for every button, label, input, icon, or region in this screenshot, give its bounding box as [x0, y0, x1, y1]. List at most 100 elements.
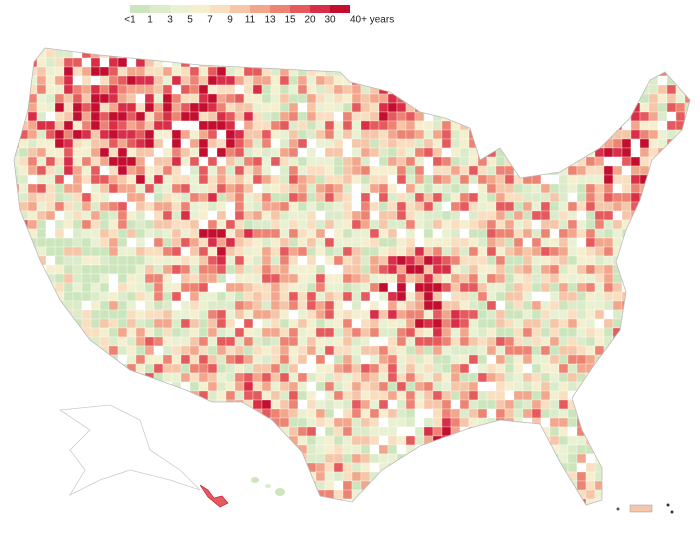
county-cell	[63, 363, 74, 374]
county-cell	[405, 120, 416, 131]
county-cell	[621, 129, 632, 140]
county-cell	[63, 372, 74, 383]
county-cell	[234, 237, 245, 248]
county-cell	[171, 453, 182, 464]
county-cell	[558, 174, 569, 185]
county-cell	[243, 75, 254, 86]
county-cell	[657, 462, 668, 473]
county-cell	[423, 417, 434, 428]
county-cell	[666, 318, 677, 329]
county-cell	[234, 327, 245, 338]
county-cell	[603, 354, 614, 365]
county-cell	[252, 111, 263, 122]
county-cell	[315, 381, 326, 392]
county-cell	[666, 48, 677, 59]
county-cell	[171, 111, 182, 122]
county-cell	[621, 309, 632, 320]
county-cell	[297, 174, 308, 185]
county-cell	[252, 462, 263, 473]
county-cell	[162, 444, 173, 455]
county-cell	[675, 498, 686, 505]
county-cell	[369, 246, 380, 257]
county-cell	[153, 120, 164, 131]
county-cell	[432, 165, 443, 176]
county-cell	[450, 66, 461, 77]
county-cell	[216, 255, 227, 266]
county-cell	[162, 426, 173, 437]
county-cell	[504, 327, 515, 338]
county-cell	[513, 57, 524, 68]
county-cell	[378, 228, 389, 239]
county-cell	[450, 399, 461, 410]
county-cell	[180, 210, 191, 221]
county-cell	[27, 435, 38, 446]
county-cell	[144, 111, 155, 122]
county-cell	[405, 408, 416, 419]
county-cell	[387, 66, 398, 77]
county-cell	[603, 138, 614, 149]
county-cell	[324, 138, 335, 149]
county-cell	[54, 264, 65, 275]
county-cell	[207, 219, 218, 230]
county-cell	[225, 129, 236, 140]
county-cell	[639, 399, 650, 410]
county-cell	[108, 57, 119, 68]
county-cell	[648, 48, 659, 50]
county-cell	[513, 498, 524, 505]
county-cell	[234, 138, 245, 149]
county-cell	[288, 381, 299, 392]
county-cell	[405, 75, 416, 86]
county-cell	[306, 228, 317, 239]
county-cell	[477, 66, 488, 77]
county-cell	[675, 372, 686, 383]
county-cell	[432, 363, 443, 374]
county-cell	[72, 273, 83, 284]
county-cell	[450, 336, 461, 347]
county-cell	[180, 282, 191, 293]
county-cell	[576, 174, 587, 185]
county-cell	[72, 327, 83, 338]
county-cell	[657, 210, 668, 221]
county-cell	[513, 345, 524, 356]
county-cell	[45, 246, 56, 257]
county-cell	[504, 345, 515, 356]
county-cell	[171, 246, 182, 257]
county-cell	[694, 112, 700, 121]
county-cell	[162, 300, 173, 311]
county-cell	[639, 309, 650, 320]
county-cell	[297, 417, 308, 428]
county-cell	[72, 93, 83, 104]
county-cell	[558, 228, 569, 239]
county-cell	[216, 444, 227, 455]
puerto-rico	[616, 503, 674, 514]
county-cell	[180, 363, 191, 374]
county-cell	[612, 219, 623, 230]
county-cell	[414, 102, 425, 113]
county-cell	[549, 435, 560, 446]
county-cell	[621, 498, 632, 505]
county-cell	[288, 102, 299, 113]
county-cell	[171, 75, 182, 86]
county-cell	[108, 138, 119, 149]
county-cell	[694, 121, 700, 130]
county-cell	[216, 165, 227, 176]
county-cell	[270, 300, 281, 311]
county-cell	[252, 219, 263, 230]
county-cell	[531, 399, 542, 410]
county-cell	[558, 201, 569, 212]
county-cell	[657, 183, 668, 194]
county-cell	[153, 444, 164, 455]
county-cell	[450, 75, 461, 86]
county-cell	[261, 453, 272, 464]
county-cell	[342, 165, 353, 176]
county-cell	[576, 246, 587, 257]
county-cell	[657, 390, 668, 401]
county-cell	[694, 490, 700, 499]
county-cell	[162, 75, 173, 86]
county-cell	[360, 183, 371, 194]
county-cell	[351, 147, 362, 158]
county-cell	[513, 399, 524, 410]
county-cell	[621, 192, 632, 203]
county-cell	[315, 327, 326, 338]
county-cell	[117, 345, 128, 356]
